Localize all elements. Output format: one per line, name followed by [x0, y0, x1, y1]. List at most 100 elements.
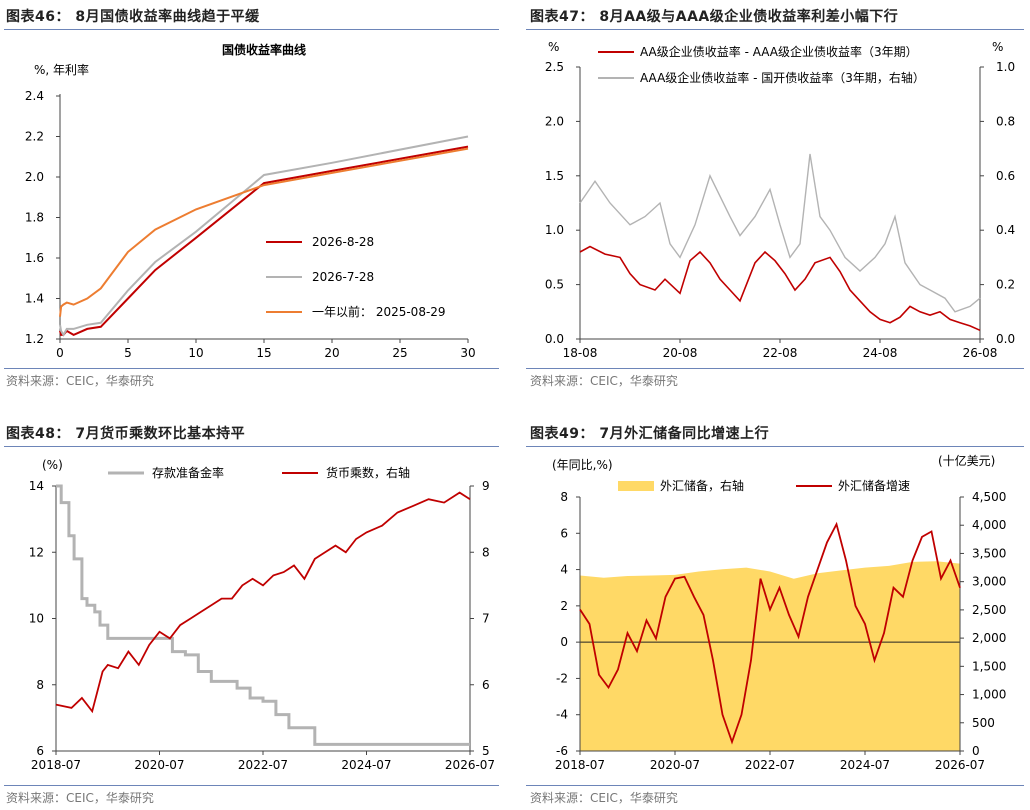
- y-tick-label: 0.0: [545, 332, 564, 346]
- legend-label-1: 外汇储备，右轴: [660, 478, 744, 493]
- y-axis-label-right: %: [992, 40, 1003, 54]
- y-tick-label: 6: [36, 744, 44, 758]
- y-tick-label: 12: [29, 545, 44, 559]
- y-tick-label: -2: [556, 671, 568, 685]
- y-tick-label: 2.2: [25, 130, 44, 144]
- x-tick-label: 2020-07: [650, 758, 700, 772]
- y-tick-label: 6: [560, 526, 568, 540]
- series-line-1: [56, 484, 470, 746]
- y-tick-label-right: 3,500: [972, 546, 1006, 560]
- y-tick-label-right: 0.4: [996, 223, 1015, 237]
- panel-fig48: 图表48： 7月货币乘数环比基本持平 (%) 6 8 10 12 14 5 6 7 8 9 2018-…: [0, 415, 505, 810]
- panel-fig46: 图表46： 8月国债收益率曲线趋于平缓 国债收益率曲线 %, 年利率 1.2 1.4 1…: [0, 0, 505, 395]
- y-tick-label-right: 0.8: [996, 114, 1015, 128]
- y-tick-label: 8: [36, 678, 44, 692]
- x-tick-label: 20-08: [663, 346, 698, 360]
- y-tick-label: 1.8: [25, 211, 44, 225]
- y-axis-label: %, 年利率: [34, 62, 89, 77]
- x-tick-label: 10: [188, 346, 203, 360]
- title-rule: [4, 446, 499, 447]
- y-tick-label: 4: [560, 563, 568, 577]
- chart-fig48: (%) 6 8 10 12 14 5 6 7 8 9 2018-07 2020-07 2022-07 202…: [29, 458, 495, 772]
- x-tick-label: 30: [460, 346, 475, 360]
- legend-label-2: 外汇储备增速: [838, 478, 910, 493]
- x-tick-label: 2026-07: [935, 758, 985, 772]
- bottom-rule: [4, 785, 499, 786]
- panel-title: 图表46： 8月国债收益率曲线趋于平缓: [6, 9, 260, 25]
- series-line-2: [579, 521, 961, 745]
- y-tick-label: 2.0: [545, 114, 564, 128]
- legend-label-2: 货币乘数，右轴: [326, 465, 410, 480]
- y-tick-label: 10: [29, 612, 44, 626]
- panel-title: 图表48： 7月货币乘数环比基本持平: [6, 426, 246, 442]
- y-tick-label-right: 0.6: [996, 169, 1015, 183]
- chart-fig47: % % 0.0 0.5 1.0 1.5 2.0 2.5 0.0 0.2 0.4 0.6 0.8 1.0 18…: [545, 40, 1015, 360]
- chart-fig46: 国债收益率曲线 %, 年利率 1.2 1.4 1.6 1.8 2.0 2.2 2.4 0 5 10 15…: [25, 42, 476, 360]
- y-tick-label: 1.2: [25, 332, 44, 346]
- legend-label-2: 2026-7-28: [312, 270, 374, 284]
- y-tick-label-right: 6: [482, 678, 490, 692]
- x-tick-label: 2018-07: [555, 758, 605, 772]
- y-tick-label: 1.6: [25, 251, 44, 265]
- y-tick-label-right: 0: [972, 744, 980, 758]
- series-line-2: [579, 153, 981, 313]
- y-tick-label-right: 0.2: [996, 278, 1015, 292]
- y-tick-label: -4: [556, 708, 568, 722]
- y-tick-label-right: 5: [482, 744, 490, 758]
- y-tick-label: 2: [560, 599, 568, 613]
- chart-fig49: (年同比,%) (十亿美元) -6 -4 -2 0 2 4 6 8 0 500 1,000 1,500 2,…: [552, 453, 1006, 772]
- y-tick-label: 1.5: [545, 169, 564, 183]
- title-rule: [526, 446, 1024, 447]
- y-tick-label: 2.0: [25, 170, 44, 184]
- x-tick-label: 22-08: [763, 346, 798, 360]
- bottom-rule: [526, 785, 1024, 786]
- y-tick-label-right: 500: [972, 716, 995, 730]
- x-tick-label: 2026-07: [445, 758, 495, 772]
- y-tick-label-right: 4,000: [972, 518, 1006, 532]
- legend-label-1: AA级企业债收益率 - AAA级企业债收益率（3年期）: [640, 44, 918, 59]
- source-note: 资料来源：CEIC，华泰研究: [530, 374, 678, 388]
- y-tick-label-right: 7: [482, 612, 490, 626]
- y-tick-label-right: 9: [482, 479, 490, 493]
- bottom-rule: [526, 368, 1024, 369]
- panel-title: 图表47： 8月AA级与AAA级企业债收益率利差小幅下行: [530, 9, 899, 25]
- source-note: 资料来源：CEIC，华泰研究: [6, 374, 154, 388]
- y-tick-label: 1.4: [25, 292, 44, 306]
- panel-fig49: 图表49： 7月外汇储备同比增速上行 (年同比,%) (十亿美元) -6 -4 -2 0 2…: [520, 415, 1030, 810]
- x-tick-label: 2022-07: [745, 758, 795, 772]
- series-line-2: [59, 135, 469, 337]
- x-tick-label: 2022-07: [238, 758, 288, 772]
- legend-label-1: 存款准备金率: [152, 465, 224, 480]
- panel-title: 图表49： 7月外汇储备同比增速上行: [530, 426, 770, 442]
- x-tick-label: 24-08: [863, 346, 898, 360]
- legend-label-2: AAA级企业债收益率 - 国开债收益率（3年期，右轴）: [640, 70, 925, 85]
- source-note: 资料来源：CEIC，华泰研究: [6, 791, 154, 805]
- x-tick-label: 20: [324, 346, 339, 360]
- y-tick-label-right: 2,500: [972, 603, 1006, 617]
- y-tick-label: 0.5: [545, 278, 564, 292]
- legend-label-1: 2026-8-28: [312, 235, 374, 249]
- y-tick-label-right: 4,500: [972, 490, 1006, 504]
- y-tick-label-right: 2,000: [972, 631, 1006, 645]
- panel-fig47: 图表47： 8月AA级与AAA级企业债收益率利差小幅下行 %% 0.0 0.5 1.0…: [520, 0, 1030, 395]
- x-tick-label: 26-08: [963, 346, 998, 360]
- y-tick-label-right: 8: [482, 545, 490, 559]
- y-axis-label: %: [548, 40, 559, 54]
- x-tick-label: 2024-07: [341, 758, 391, 772]
- y-tick-label-right: 1.0: [996, 60, 1015, 74]
- x-tick-label: 2020-07: [134, 758, 184, 772]
- y-tick-label: 8: [560, 490, 568, 504]
- y-tick-label-right: 1,000: [972, 688, 1006, 702]
- y-tick-label-right: 1,500: [972, 659, 1006, 673]
- x-tick-label: 18-08: [563, 346, 598, 360]
- series-line-1: [579, 245, 981, 332]
- y-axis-label-right: (十亿美元): [938, 453, 995, 468]
- chart-title: 国债收益率曲线: [222, 42, 306, 57]
- y-tick-label-right: 0.0: [996, 332, 1015, 346]
- series-line-2: [55, 491, 471, 714]
- y-tick-label: -6: [556, 744, 568, 758]
- legend-swatch-1: [618, 481, 654, 491]
- x-tick-label: 25: [392, 346, 407, 360]
- y-tick-label: 0: [560, 635, 568, 649]
- y-axis-label: (%): [42, 458, 63, 472]
